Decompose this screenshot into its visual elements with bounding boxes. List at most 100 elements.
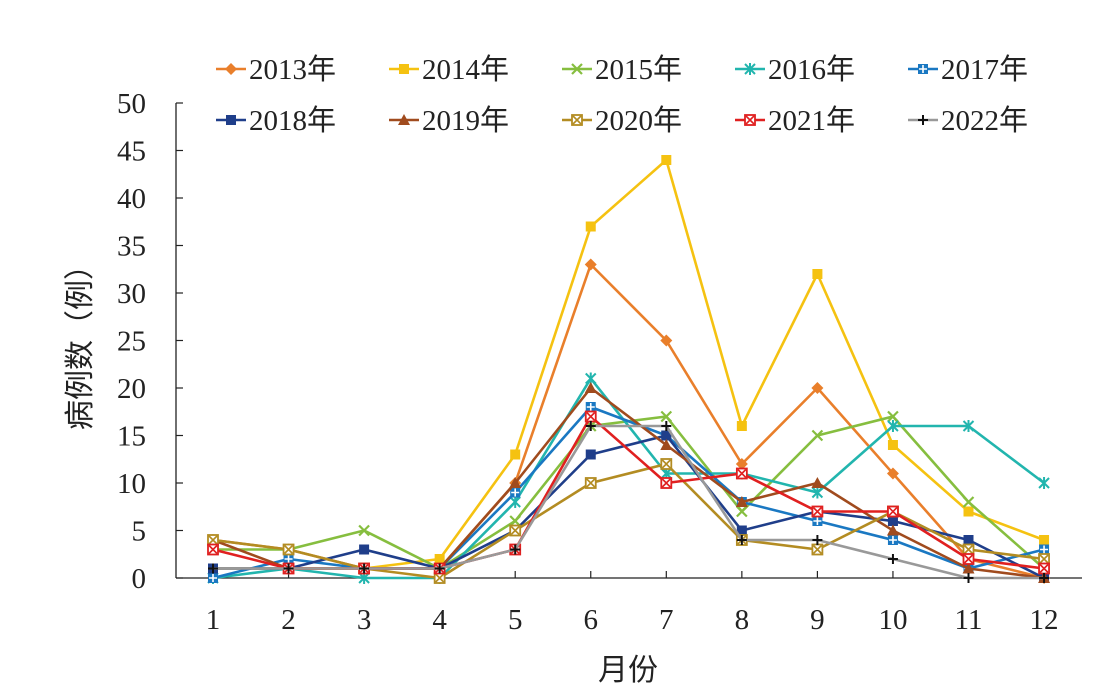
legend-label: 2018年	[249, 104, 336, 137]
x-tick-label: 3	[357, 604, 372, 636]
legend-label: 2017年	[941, 53, 1028, 86]
marker-detail	[572, 115, 582, 125]
data-point	[735, 458, 748, 470]
series-group	[207, 155, 1051, 584]
x-tick-label: 10	[878, 604, 907, 636]
legend: 2013年 2014年 2015年 2016年 2017年 2018年 2019年 2020年…	[216, 53, 1028, 137]
data-point	[510, 544, 521, 555]
legend-item: 2021年	[735, 104, 855, 137]
data-point	[584, 258, 597, 271]
marker-detail	[510, 525, 520, 536]
legend-item: 2013年	[216, 53, 336, 86]
data-point	[735, 496, 748, 507]
marker-detail	[812, 506, 822, 517]
plot-area	[175, 103, 1082, 579]
marker-detail	[284, 555, 293, 563]
marker-detail	[745, 115, 755, 125]
data-point	[661, 155, 672, 165]
data-point	[887, 516, 898, 526]
data-point	[584, 382, 597, 393]
data-point	[963, 573, 974, 583]
y-tick-label: 5	[132, 516, 147, 548]
legend-label: 2014年	[422, 53, 509, 86]
x-tick-label: 5	[508, 604, 523, 636]
data-point	[585, 449, 596, 460]
marker-detail	[586, 411, 596, 422]
marker-detail	[1039, 554, 1049, 564]
data-point	[661, 430, 672, 441]
data-point	[887, 410, 899, 423]
data-point	[962, 496, 975, 508]
data-point	[811, 382, 824, 394]
marker-detail	[208, 544, 218, 555]
legend-item: 2019年	[389, 104, 509, 137]
marker-detail	[1039, 563, 1049, 574]
data-point	[812, 535, 823, 545]
y-tick-label: 30	[117, 278, 146, 310]
x-tick-label: 9	[810, 604, 825, 636]
marker-detail	[661, 478, 671, 488]
data-point	[744, 63, 756, 75]
data-point	[225, 63, 237, 75]
data-point	[660, 334, 673, 347]
y-axis-label: 病例数（例）	[64, 250, 97, 430]
marker-detail	[812, 544, 822, 555]
data-point	[1039, 573, 1050, 583]
legend-item: 2017年	[908, 53, 1028, 86]
y-tick-label: 50	[117, 88, 146, 120]
data-point	[962, 562, 975, 574]
data-point	[812, 269, 823, 279]
x-axis-label: 月份	[598, 654, 658, 687]
data-point	[736, 505, 748, 518]
legend-label: 2022年	[941, 104, 1028, 137]
marker-detail	[208, 535, 218, 545]
data-point	[585, 221, 596, 232]
series-10	[208, 421, 1050, 583]
series-line	[213, 415, 1045, 570]
data-point	[811, 429, 824, 442]
data-point	[811, 486, 824, 499]
marker-detail	[737, 468, 747, 479]
marker-detail	[661, 459, 671, 469]
data-point	[736, 525, 747, 536]
series-line	[212, 377, 1045, 580]
x-tick-label: 6	[584, 604, 599, 636]
data-point	[886, 524, 899, 536]
series-line	[212, 462, 1045, 580]
x-axis-ticks: 1 2 3 4 5 6 7 8 9 10 11 12	[206, 571, 1059, 636]
series-line	[212, 415, 1045, 570]
y-axis-ticks: 0 5 10 15 20 25 30 35 40 45 50	[117, 88, 183, 595]
legend-label: 2013年	[249, 53, 336, 86]
data-point	[283, 563, 294, 574]
marker-detail	[586, 478, 596, 488]
series-line	[213, 424, 1045, 580]
y-tick-label: 10	[117, 468, 146, 500]
data-point	[887, 440, 898, 450]
data-point	[434, 563, 445, 574]
data-point	[963, 535, 974, 545]
data-point	[887, 420, 899, 432]
series-9	[207, 410, 1050, 575]
marker-detail	[209, 574, 217, 582]
marker-detail	[283, 544, 294, 555]
data-point	[571, 63, 583, 75]
data-point	[509, 477, 522, 488]
marker-detail	[919, 65, 927, 73]
data-point	[1038, 477, 1050, 489]
legend-item: 2020年	[562, 104, 682, 137]
legend-label: 2015年	[595, 53, 682, 86]
x-tick-label: 4	[432, 604, 447, 636]
data-point	[585, 421, 596, 431]
data-point	[398, 114, 410, 125]
data-point	[886, 467, 899, 480]
data-point	[661, 421, 672, 431]
x-tick-label: 8	[735, 604, 750, 636]
data-point	[434, 554, 445, 564]
marker-detail	[1040, 545, 1049, 554]
series-line	[212, 405, 1045, 580]
data-point	[963, 506, 974, 517]
data-point	[962, 420, 975, 432]
data-point	[918, 115, 928, 125]
